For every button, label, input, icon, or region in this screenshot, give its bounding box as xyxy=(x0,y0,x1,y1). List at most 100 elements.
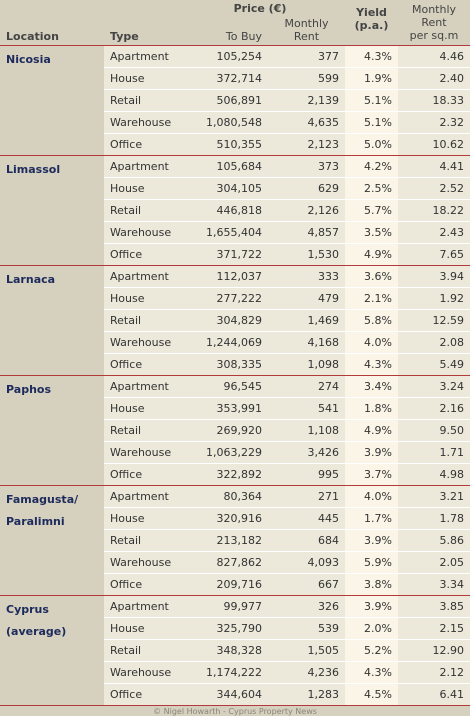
monthly-rent-cell: 1,098 xyxy=(268,352,345,376)
table-row: Warehouse 1,063,229 3,426 3.9% 1.71 xyxy=(0,440,470,463)
yield-cell: 3.7% xyxy=(345,462,398,486)
yield-cell: 5.9% xyxy=(345,550,398,573)
yield-cell: 1.8% xyxy=(345,396,398,419)
rent-sqm-cell: 3.34 xyxy=(398,572,470,596)
yield-cell: 3.5% xyxy=(345,220,398,243)
rent-sqm-cell: 1.78 xyxy=(398,506,470,529)
to-buy-cell: 105,684 xyxy=(175,154,268,177)
yield-cell: 4.5% xyxy=(345,682,398,706)
rent-sqm-cell: 4.98 xyxy=(398,462,470,486)
to-buy-cell: 1,174,222 xyxy=(175,660,268,683)
to-buy-cell: 325,790 xyxy=(175,616,268,639)
to-buy-cell: 99,977 xyxy=(175,594,268,617)
type-cell: Retail xyxy=(104,198,175,221)
table-row: Retail 506,891 2,139 5.1% 18.33 xyxy=(0,88,470,111)
monthly-rent-cell: 2,139 xyxy=(268,88,345,111)
rent-sqm-cell: 2.52 xyxy=(398,176,470,199)
monthly-rent-cell: 539 xyxy=(268,616,345,639)
yield-cell: 5.8% xyxy=(345,308,398,331)
to-buy-cell: 506,891 xyxy=(175,88,268,111)
monthly-rent-cell: 4,093 xyxy=(268,550,345,573)
yield-cell: 1.9% xyxy=(345,66,398,89)
monthly-rent-cell: 377 xyxy=(268,44,345,67)
location-cell: Nicosia xyxy=(0,45,104,156)
to-buy-cell: 1,244,069 xyxy=(175,330,268,353)
to-buy-cell: 353,991 xyxy=(175,396,268,419)
yield-cell: 2.1% xyxy=(345,286,398,309)
type-cell: Apartment xyxy=(104,44,175,67)
rent-sqm-cell: 2.32 xyxy=(398,110,470,133)
to-buy-cell: 371,722 xyxy=(175,242,268,266)
to-buy-cell: 510,355 xyxy=(175,132,268,156)
rent-sqm-cell: 18.33 xyxy=(398,88,470,111)
rent-sqm-cell: 10.62 xyxy=(398,132,470,156)
rent-sqm-cell: 3.24 xyxy=(398,374,470,397)
rent-sqm-cell: 2.05 xyxy=(398,550,470,573)
type-cell: House xyxy=(104,66,175,89)
table-row: Retail 348,328 1,505 5.2% 12.90 xyxy=(0,638,470,661)
monthly-rent-cell: 4,635 xyxy=(268,110,345,133)
yield-cell: 5.7% xyxy=(345,198,398,221)
monthly-rent-cell: 1,469 xyxy=(268,308,345,331)
yield-cell: 5.1% xyxy=(345,88,398,111)
to-buy-cell: 277,222 xyxy=(175,286,268,309)
yield-cell: 2.5% xyxy=(345,176,398,199)
to-buy-cell: 105,254 xyxy=(175,44,268,67)
monthly-rent-cell: 4,236 xyxy=(268,660,345,683)
table-header: Location Type Price (€) Yield (p.a.) Mon… xyxy=(0,0,470,46)
rent-sqm-cell: 18.22 xyxy=(398,198,470,221)
table-row: House 320,916 445 1.7% 1.78 xyxy=(0,506,470,529)
to-buy-cell: 344,604 xyxy=(175,682,268,706)
monthly-rent-cell: 667 xyxy=(268,572,345,596)
rent-sqm-cell: 2.40 xyxy=(398,66,470,89)
rent-sqm-cell: 5.49 xyxy=(398,352,470,376)
table-row: Cyprus (average) Apartment 99,977 326 3.9% 3.… xyxy=(0,594,470,706)
type-cell: Office xyxy=(104,462,175,486)
type-cell: House xyxy=(104,176,175,199)
monthly-rent-cell: 373 xyxy=(268,154,345,177)
type-cell: Retail xyxy=(104,308,175,331)
yield-cell: 5.2% xyxy=(345,638,398,661)
to-buy-cell: 1,655,404 xyxy=(175,220,268,243)
table-row: House 277,222 479 2.1% 1.92 xyxy=(0,286,470,309)
location-cell: Cyprus (average) xyxy=(0,595,104,706)
to-buy-cell: 827,862 xyxy=(175,550,268,573)
type-cell: Apartment xyxy=(104,484,175,507)
monthly-rent-cell: 995 xyxy=(268,462,345,486)
to-buy-cell: 96,545 xyxy=(175,374,268,397)
rent-sqm-cell: 3.94 xyxy=(398,264,470,287)
type-cell: Warehouse xyxy=(104,440,175,463)
yield-cell: 4.2% xyxy=(345,154,398,177)
monthly-rent-cell: 599 xyxy=(268,66,345,89)
to-buy-cell: 1,063,229 xyxy=(175,440,268,463)
type-cell: Apartment xyxy=(104,154,175,177)
type-cell: Apartment xyxy=(104,264,175,287)
table-body: Nicosia Apartment 105,254 377 4.3% 4.46 House 3… xyxy=(0,44,470,706)
monthly-rent-cell: 1,108 xyxy=(268,418,345,441)
type-cell: Office xyxy=(104,242,175,266)
rent-sqm-cell: 4.46 xyxy=(398,44,470,67)
to-buy-cell: 269,920 xyxy=(175,418,268,441)
type-cell: Office xyxy=(104,352,175,376)
table-row: Nicosia Apartment 105,254 377 4.3% 4.46 xyxy=(0,44,470,156)
table-row: Limassol Apartment 105,684 373 4.2% 4.41 xyxy=(0,154,470,266)
to-buy-cell: 112,037 xyxy=(175,264,268,287)
location-cell: Paphos xyxy=(0,375,104,486)
yield-cell: 4.3% xyxy=(345,44,398,67)
type-cell: Retail xyxy=(104,638,175,661)
header-monthly-rent: Monthly Rent xyxy=(268,15,345,46)
type-cell: Warehouse xyxy=(104,110,175,133)
yield-cell: 4.3% xyxy=(345,352,398,376)
rent-sqm-cell: 1.92 xyxy=(398,286,470,309)
monthly-rent-cell: 445 xyxy=(268,506,345,529)
to-buy-cell: 1,080,548 xyxy=(175,110,268,133)
table-row: Office 344,604 1,283 4.5% 6.41 xyxy=(0,682,470,706)
rent-sqm-cell: 2.12 xyxy=(398,660,470,683)
type-cell: Apartment xyxy=(104,594,175,617)
monthly-rent-cell: 2,123 xyxy=(268,132,345,156)
yield-cell: 4.0% xyxy=(345,330,398,353)
to-buy-cell: 446,818 xyxy=(175,198,268,221)
table-row: Retail 213,182 684 3.9% 5.86 xyxy=(0,528,470,551)
to-buy-cell: 372,714 xyxy=(175,66,268,89)
rent-sqm-cell: 12.90 xyxy=(398,638,470,661)
